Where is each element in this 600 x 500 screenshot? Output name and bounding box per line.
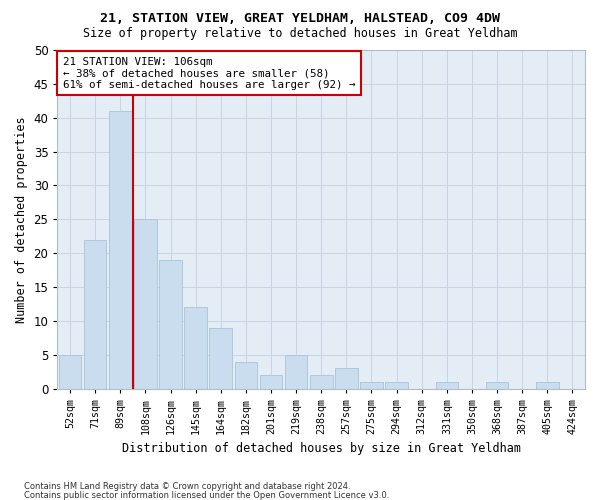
Bar xyxy=(134,220,157,388)
Text: 21, STATION VIEW, GREAT YELDHAM, HALSTEAD, CO9 4DW: 21, STATION VIEW, GREAT YELDHAM, HALSTEA… xyxy=(100,12,500,26)
Bar xyxy=(436,382,458,388)
Text: 21 STATION VIEW: 106sqm
← 38% of detached houses are smaller (58)
61% of semi-de: 21 STATION VIEW: 106sqm ← 38% of detache… xyxy=(63,57,355,90)
Bar xyxy=(335,368,358,388)
Y-axis label: Number of detached properties: Number of detached properties xyxy=(15,116,28,322)
X-axis label: Distribution of detached houses by size in Great Yeldham: Distribution of detached houses by size … xyxy=(122,442,521,455)
Text: Size of property relative to detached houses in Great Yeldham: Size of property relative to detached ho… xyxy=(83,26,517,40)
Bar xyxy=(385,382,408,388)
Bar xyxy=(159,260,182,388)
Bar xyxy=(285,355,307,388)
Bar xyxy=(235,362,257,388)
Bar xyxy=(360,382,383,388)
Text: Contains public sector information licensed under the Open Government Licence v3: Contains public sector information licen… xyxy=(24,490,389,500)
Bar xyxy=(109,111,131,388)
Bar xyxy=(209,328,232,388)
Bar xyxy=(84,240,106,388)
Bar xyxy=(486,382,508,388)
Bar xyxy=(260,375,282,388)
Text: Contains HM Land Registry data © Crown copyright and database right 2024.: Contains HM Land Registry data © Crown c… xyxy=(24,482,350,491)
Bar xyxy=(310,375,332,388)
Bar xyxy=(184,308,207,388)
Bar xyxy=(59,355,82,388)
Bar xyxy=(536,382,559,388)
